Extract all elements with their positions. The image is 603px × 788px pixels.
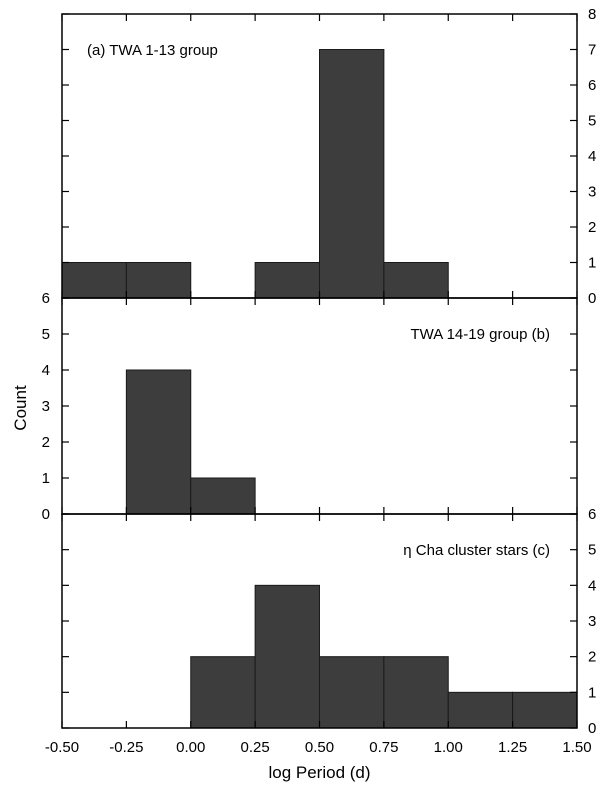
y-tick-label: 4 — [42, 362, 50, 379]
y-axis-title: Count — [11, 385, 30, 431]
histogram-bar — [383, 656, 449, 729]
y-tick-label: 4 — [588, 148, 596, 165]
y-tick-label: 0 — [42, 506, 50, 523]
histogram-bar — [512, 691, 578, 729]
y-tick-label: 6 — [588, 77, 596, 94]
y-tick-label: 3 — [42, 398, 50, 415]
x-tick-labels: -0.50 -0.25 0.00 0.25 0.50 0.75 1.00 1.25 1.50 — [45, 739, 592, 756]
y-tick-label: 2 — [588, 219, 596, 236]
histogram-bar — [125, 262, 192, 299]
y-tick-label: 2 — [42, 434, 50, 451]
y-tick-label: 1 — [42, 470, 50, 487]
panel-label: TWA 14-19 group (b) — [410, 326, 550, 343]
panel-label: η Cha cluster stars (c) — [403, 542, 550, 559]
y-tick-label: 5 — [42, 326, 50, 343]
x-tick-label: 1.25 — [498, 739, 527, 756]
x-tick-label: 0.00 — [176, 739, 205, 756]
y-tick-label: 1 — [588, 255, 596, 272]
y-tick-label: 5 — [588, 113, 596, 130]
panel-a: 0 1 2 3 4 5 6 7 8 (a) TWA 1-13 group — [61, 6, 596, 307]
x-tick-label: 1.00 — [434, 739, 463, 756]
x-tick-label: -0.25 — [109, 739, 143, 756]
histogram-bar — [61, 262, 127, 299]
y-tick-label: 3 — [588, 613, 596, 630]
x-tick-label: 1.50 — [562, 739, 591, 756]
y-tick-label: 4 — [588, 577, 596, 594]
panel-b: 0 1 2 3 4 5 6 TWA 14-19 group (b) — [42, 290, 578, 523]
x-tick-label: 0.50 — [305, 739, 334, 756]
histogram-bar — [319, 656, 385, 729]
panel-c: 0 1 2 3 4 5 6 η Cha cluster stars (c) — [61, 506, 596, 737]
panel-label: (a) TWA 1-13 group — [87, 42, 218, 59]
y-tick-label: 0 — [588, 720, 596, 737]
y-tick-label: 8 — [588, 6, 596, 23]
y-tick-label: 6 — [588, 506, 596, 523]
y-tick-label: 7 — [588, 42, 596, 59]
histogram-bar — [319, 49, 385, 299]
histogram-bar — [190, 477, 256, 515]
histogram-bar — [254, 262, 320, 299]
y-tick-label: 2 — [588, 649, 596, 666]
histogram-bar — [447, 691, 514, 729]
x-tick-label: 0.25 — [241, 739, 270, 756]
x-axis-title: log Period (d) — [268, 763, 370, 782]
histogram-bar — [383, 262, 449, 299]
y-tick-label: 3 — [588, 184, 596, 201]
y-tick-label: 6 — [42, 290, 50, 307]
histogram-bar — [190, 656, 256, 729]
histogram-bar — [125, 369, 192, 515]
histogram-bar — [254, 584, 320, 729]
x-tick-label: -0.50 — [45, 739, 79, 756]
panels-group: 0 1 2 3 4 5 6 7 8 (a) TWA 1-13 group 0 1 2 3 4 5 6 TWA 14… — [42, 6, 597, 737]
y-tick-label: 5 — [588, 542, 596, 559]
y-tick-label: 0 — [588, 290, 596, 307]
x-tick-label: 0.75 — [369, 739, 398, 756]
y-tick-label: 1 — [588, 684, 596, 701]
